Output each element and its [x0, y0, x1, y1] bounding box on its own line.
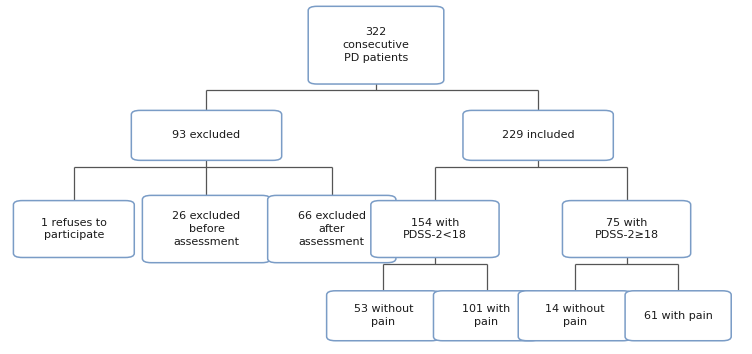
- FancyBboxPatch shape: [562, 201, 690, 257]
- FancyBboxPatch shape: [14, 201, 135, 257]
- Text: 93 excluded: 93 excluded: [172, 130, 241, 141]
- FancyBboxPatch shape: [308, 6, 444, 84]
- Text: 1 refuses to
participate: 1 refuses to participate: [41, 218, 107, 240]
- FancyBboxPatch shape: [371, 201, 499, 257]
- Text: 322
consecutive
PD patients: 322 consecutive PD patients: [343, 27, 409, 63]
- Text: 154 with
PDSS-2<18: 154 with PDSS-2<18: [403, 218, 467, 240]
- Text: 75 with
PDSS-2≥18: 75 with PDSS-2≥18: [595, 218, 659, 240]
- Text: 229 included: 229 included: [502, 130, 575, 141]
- Text: 26 excluded
before
assessment: 26 excluded before assessment: [172, 211, 241, 247]
- FancyBboxPatch shape: [142, 195, 271, 263]
- FancyBboxPatch shape: [463, 110, 614, 160]
- FancyBboxPatch shape: [268, 195, 396, 263]
- Text: 101 with
pain: 101 with pain: [462, 304, 511, 327]
- FancyBboxPatch shape: [132, 110, 282, 160]
- Text: 14 without
pain: 14 without pain: [545, 304, 605, 327]
- FancyBboxPatch shape: [518, 291, 632, 341]
- Text: 66 excluded
after
assessment: 66 excluded after assessment: [298, 211, 365, 247]
- Text: 53 without
pain: 53 without pain: [353, 304, 413, 327]
- FancyBboxPatch shape: [433, 291, 540, 341]
- FancyBboxPatch shape: [625, 291, 731, 341]
- Text: 61 with pain: 61 with pain: [644, 311, 713, 321]
- FancyBboxPatch shape: [326, 291, 440, 341]
